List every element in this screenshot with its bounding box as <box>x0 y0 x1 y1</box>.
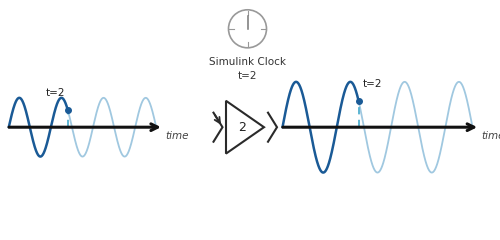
Text: 2: 2 <box>238 121 246 134</box>
Polygon shape <box>226 101 264 154</box>
Text: t=2: t=2 <box>46 88 65 98</box>
Text: Simulink Clock: Simulink Clock <box>209 57 286 67</box>
Text: time: time <box>482 131 500 141</box>
Text: t=2: t=2 <box>362 78 382 89</box>
Text: time: time <box>165 131 189 141</box>
Text: t=2: t=2 <box>238 71 257 81</box>
